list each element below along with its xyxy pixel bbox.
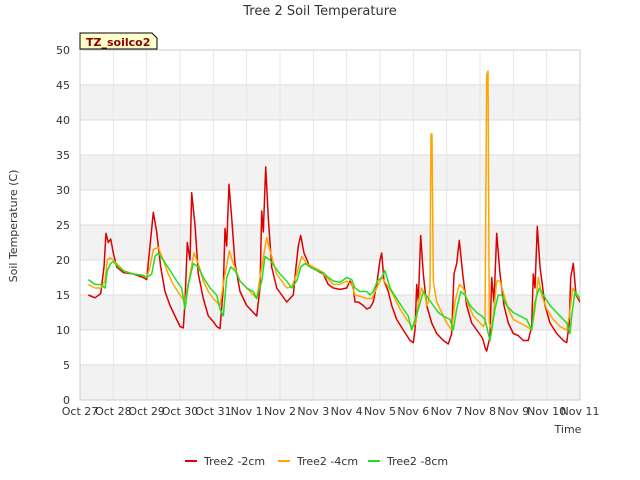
x-tick-label: Nov 6: [397, 405, 429, 418]
x-tick-label: Oct 29: [128, 405, 165, 418]
legend-label-tree2-4cm: Tree2 -4cm: [296, 455, 358, 468]
legend-label-tree2-8cm: Tree2 -8cm: [386, 455, 448, 468]
x-tick-label: Nov 4: [331, 405, 363, 418]
x-tick-label: Nov 9: [497, 405, 529, 418]
y-axis-title: Soil Temperature (C): [7, 170, 20, 283]
plot-border: [79, 49, 581, 401]
x-axis-title: Time: [554, 423, 582, 436]
y-tick-label: 30: [56, 184, 70, 197]
x-tick-label: Nov 8: [464, 405, 496, 418]
y-tick-label: 20: [56, 254, 70, 267]
x-tick-label: Nov 5: [364, 405, 396, 418]
x-tick-label: Nov 7: [431, 405, 463, 418]
y-tick-label: 45: [56, 79, 70, 92]
y-tick-label: 40: [56, 114, 70, 127]
y-axis-ticks: 0 5 10 15 20 25 30 35 40 45 50: [56, 44, 70, 407]
series-lines: [87, 70, 580, 352]
y-tick-label: 50: [56, 44, 70, 57]
x-tick-label: Nov 11: [561, 405, 600, 418]
y-tick-label: 25: [56, 219, 70, 232]
x-tick-label: Nov 1: [231, 405, 263, 418]
x-tick-label: Oct 27: [62, 405, 99, 418]
y-tick-label: 35: [56, 149, 70, 162]
series-line-tree2-2cm: [88, 166, 580, 352]
tag-box: [79, 32, 158, 50]
plot-band: [80, 155, 580, 190]
x-tick-label: Nov 3: [297, 405, 329, 418]
grid-lines: [79, 49, 581, 401]
tag-label: TZ_soilco2: [79, 32, 158, 50]
plot-band: [80, 365, 580, 400]
series-line-tree2-8cm: [87, 252, 580, 342]
y-tick-label: 0: [63, 394, 70, 407]
tag-text: TZ_soilco2: [86, 36, 150, 49]
legend: Tree2 -2cm Tree2 -4cm Tree2 -8cm: [185, 455, 448, 468]
y-tick-label: 10: [56, 324, 70, 337]
plot-band: [80, 225, 580, 260]
y-tick-label: 15: [56, 289, 70, 302]
x-tick-label: Oct 28: [95, 405, 132, 418]
x-tick-label: Oct 31: [195, 405, 232, 418]
x-tick-label: Nov 10: [527, 405, 566, 418]
x-tick-label: Oct 30: [162, 405, 199, 418]
y-tick-label: 5: [63, 359, 70, 372]
legend-label-tree2-2cm: Tree2 -2cm: [203, 455, 265, 468]
plot-band: [80, 85, 580, 120]
x-tick-label: Nov 2: [264, 405, 296, 418]
chart-title: Tree 2 Soil Temperature: [242, 4, 397, 19]
